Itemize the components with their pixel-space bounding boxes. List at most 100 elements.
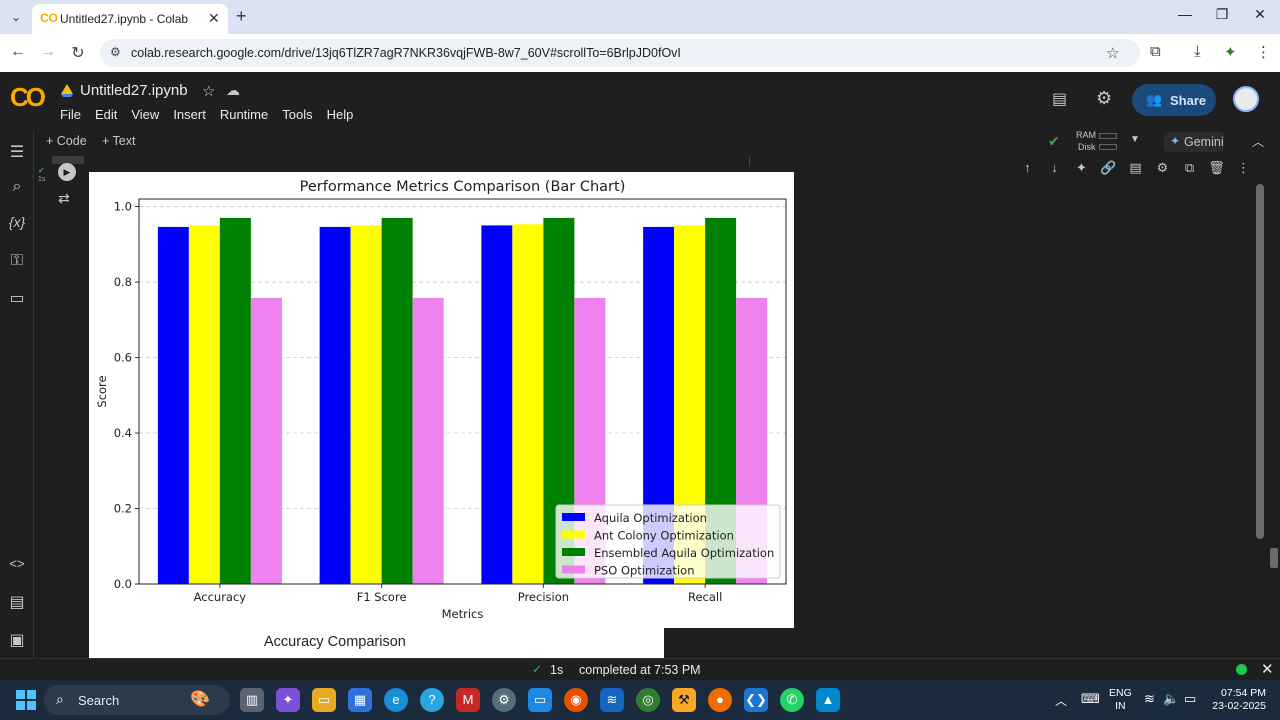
maximize-window-button[interactable]: ❐ — [1215, 6, 1229, 22]
ram-usage-bar[interactable] — [1099, 133, 1117, 139]
move-cell-up-icon[interactable]: ↑ — [1024, 160, 1031, 175]
status-close-icon[interactable]: ✕ — [1261, 661, 1274, 678]
menu-insert[interactable]: Insert — [173, 107, 206, 122]
menu-runtime[interactable]: Runtime — [219, 107, 269, 122]
volume-icon[interactable]: 🔈 — [1163, 691, 1180, 706]
notebook-scrollbar[interactable] — [1254, 170, 1266, 658]
share-label: Share — [1170, 93, 1207, 108]
menu-edit[interactable]: Edit — [94, 107, 118, 122]
taskbar-search[interactable]: ⌕ Search 🎨 — [44, 685, 230, 715]
comments-icon[interactable]: ▤ — [1052, 91, 1068, 108]
browser-menu-icon[interactable]: ⋮ — [1256, 44, 1271, 61]
file-explorer-icon[interactable]: ▭ — [312, 688, 336, 712]
microsoft-store-icon[interactable]: ▦ — [348, 688, 372, 712]
second-chart-title: Accuracy Comparison — [264, 634, 406, 650]
table-of-contents-icon[interactable]: ☰ — [9, 144, 25, 161]
browser-tab-active[interactable]: CO Untitled27.ipynb - Colab ✕ — [32, 4, 228, 34]
photos-app-icon[interactable]: ▲ — [816, 688, 840, 712]
search-icon[interactable]: ⌕ — [12, 178, 22, 195]
minimize-window-button[interactable]: — — [1178, 6, 1192, 22]
status-bar: ✓ 1s completed at 7:53 PM ✕ — [0, 658, 1280, 680]
mysql-icon[interactable]: ≋ — [600, 688, 624, 712]
bookmark-star-icon[interactable]: ☆ — [1106, 45, 1120, 62]
whatsapp-icon[interactable]: ✆ — [780, 688, 804, 712]
media-app-icon[interactable]: ▭ — [528, 688, 552, 712]
battery-icon[interactable]: ▭ — [1184, 691, 1197, 706]
menu-help[interactable]: Help — [326, 107, 354, 122]
chrome-icon[interactable]: ◎ — [636, 688, 660, 712]
colab-logo[interactable]: CO — [10, 82, 46, 112]
site-info-icon[interactable]: ⚙ — [110, 45, 121, 59]
gemini-cell-icon[interactable]: ✦ — [1076, 160, 1087, 175]
new-tab-button[interactable]: + — [236, 6, 247, 26]
settings-gear-icon[interactable]: ⚙ — [1096, 88, 1113, 108]
code-snippets-icon[interactable]: <> — [9, 556, 25, 571]
system-clock[interactable]: 07:54 PM 23-02-2025 — [1210, 687, 1266, 713]
python-icon[interactable]: ? — [420, 688, 444, 712]
user-avatar[interactable] — [1233, 86, 1259, 112]
more-cell-actions-icon[interactable]: ⋮ — [1237, 160, 1250, 175]
link-cell-icon[interactable]: 🔗 — [1100, 160, 1117, 175]
tools-app-icon[interactable]: ⚒ — [672, 688, 696, 712]
runtime-status-dot[interactable] — [1236, 664, 1247, 675]
address-bar[interactable]: ⚙ colab.research.google.com/drive/13jq6T… — [100, 39, 1140, 67]
back-arrow-icon[interactable]: ← — [10, 43, 26, 60]
mcafee-icon[interactable]: M — [456, 688, 480, 712]
add-text-cell-button[interactable]: + Text — [102, 134, 136, 148]
media-player-icon[interactable]: ● — [708, 688, 732, 712]
mirror-cell-icon[interactable]: ⧉ — [1184, 160, 1195, 175]
y-axis-label: Score — [95, 375, 109, 407]
touch-keyboard-icon[interactable]: ⌨ — [1081, 691, 1100, 706]
gemini-button[interactable]: ✦ Gemini — [1164, 132, 1224, 152]
runtime-dropdown-icon[interactable]: ▼ — [1130, 134, 1140, 145]
variables-icon[interactable]: {x} — [8, 214, 26, 230]
menu-tools[interactable]: Tools — [282, 107, 313, 122]
move-cell-down-icon[interactable]: ↓ — [1051, 160, 1058, 175]
close-window-button[interactable]: ✕ — [1254, 6, 1266, 22]
extensions-icon[interactable]: ⧉ — [1150, 43, 1161, 60]
delete-cell-icon[interactable]: 🗑 — [1208, 160, 1225, 175]
share-button[interactable]: 👥 Share — [1132, 84, 1216, 116]
url-text[interactable]: colab.research.google.com/drive/13jq6TlZ… — [131, 46, 681, 60]
forward-arrow-icon[interactable]: → — [40, 43, 56, 60]
add-code-cell-button[interactable]: + Code — [46, 134, 87, 148]
tab-title: Untitled27.ipynb - Colab — [60, 12, 189, 26]
edge-browser-icon[interactable]: e — [384, 688, 408, 712]
page-scroll-indicator[interactable] — [1270, 548, 1278, 568]
notebook-title[interactable]: Untitled27.ipynb — [80, 82, 188, 99]
vscode-icon[interactable]: ❮❯ — [744, 688, 768, 712]
downloads-icon[interactable]: ⤓ — [1194, 43, 1201, 60]
collapse-header-icon[interactable]: ︿ — [1252, 135, 1265, 149]
y-tick-label: 0.0 — [114, 577, 132, 591]
firefox-icon[interactable]: ◉ — [564, 688, 588, 712]
secrets-key-icon[interactable]: ⚿ — [10, 252, 24, 269]
copilot-icon[interactable]: ✦ — [276, 688, 300, 712]
command-palette-icon[interactable]: ▤ — [9, 594, 25, 611]
files-folder-icon[interactable]: ▭ — [9, 290, 25, 307]
run-cell-button[interactable]: ▶ — [58, 163, 76, 181]
star-notebook-icon[interactable]: ☆ — [202, 83, 216, 100]
terminal-icon[interactable]: ▣ — [9, 632, 25, 649]
settings-app-icon[interactable]: ⚙ — [492, 688, 516, 712]
scrollbar-thumb[interactable] — [1256, 184, 1264, 539]
legend-label: PSO Optimization — [594, 564, 695, 578]
language-indicator[interactable]: ENG IN — [1109, 687, 1132, 713]
cloud-saved-icon[interactable]: ☁ — [226, 82, 240, 98]
menu-view[interactable]: View — [131, 107, 160, 122]
profile-extension-icon[interactable]: ✦ — [1224, 44, 1237, 61]
wifi-icon[interactable]: ≋ — [1144, 691, 1155, 706]
windows-start-button[interactable] — [16, 690, 36, 710]
menu-file[interactable]: File — [60, 107, 81, 122]
comment-cell-icon[interactable]: ▤ — [1129, 160, 1142, 175]
connected-check-icon[interactable]: ✔ — [1048, 133, 1060, 149]
task-view-icon[interactable]: ▥ — [240, 688, 264, 712]
bar — [350, 225, 382, 584]
disk-usage-bar[interactable] — [1099, 144, 1117, 150]
reload-icon[interactable]: ↻ — [71, 45, 85, 62]
output-actions-icon[interactable]: ⇄ — [58, 190, 70, 206]
tab-search-menu-button[interactable]: ⌄ — [10, 10, 22, 24]
clock-date: 23-02-2025 — [1212, 700, 1266, 712]
tab-close-icon[interactable]: ✕ — [208, 10, 220, 26]
show-hidden-icons[interactable]: ︿ — [1055, 694, 1068, 708]
cell-settings-icon[interactable]: ⚙ — [1156, 160, 1169, 175]
